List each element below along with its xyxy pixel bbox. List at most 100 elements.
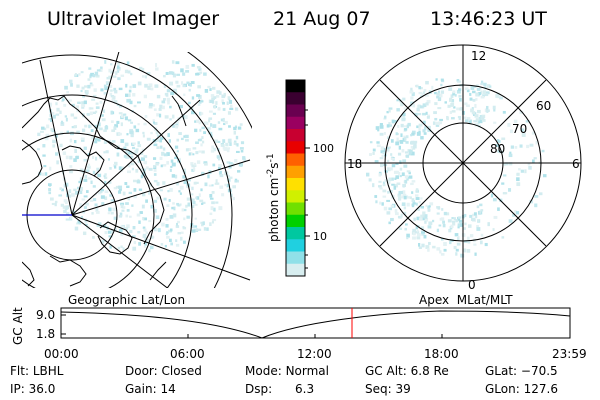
altitude-plot-ticks [61,314,443,338]
aurora-speckle-dot [383,131,386,135]
aurora-speckle-dot [118,112,123,115]
aurora-speckle-dot [179,192,182,195]
aurora-speckle-dot [96,69,101,72]
aurora-speckle-dot [401,149,405,153]
aurora-speckle-dot [59,110,62,114]
aurora-speckle-dot [106,86,110,89]
aurora-speckle-dot [91,155,95,159]
aurora-speckle-dot [227,111,231,115]
aurora-speckle-dot [529,143,534,147]
aurora-speckle-dot [118,104,123,108]
aurora-speckle-dot [387,190,390,194]
aurora-speckle-dot [143,122,147,126]
aurora-speckle-dot [404,136,407,141]
aurora-speckle-dot [166,204,170,207]
aurora-speckle-dot [497,207,500,211]
aurora-speckle-dot [473,85,477,88]
aurora-speckle-dot [443,242,447,246]
info-dsp: Dsp: 6.3 [245,382,314,396]
aurora-speckle-dot [163,197,167,201]
aurora-speckle-dot [156,146,160,149]
aurora-speckle-dot [125,83,128,88]
aurora-speckle-dot [176,73,180,76]
aurora-speckle-dot [200,100,204,103]
aurora-speckle-dot [413,140,418,144]
aurora-speckle-dot [227,178,231,182]
aurora-speckle-dot [90,180,93,185]
aurora-speckle-dot [156,181,160,186]
aurora-speckle-dot [149,102,153,107]
aurora-speckle-dot [469,97,473,101]
aurora-speckle-dot [377,185,382,188]
aurora-speckle-dot [175,61,180,65]
aurora-speckle-dot [486,91,490,95]
aurora-speckle-dot [379,122,383,127]
aurora-speckle-dot [404,175,409,179]
aurora-speckle-dot [36,148,40,151]
aurora-speckle-dot [168,71,173,75]
aurora-speckle-dot [116,152,120,157]
aurora-speckle-dot [379,201,382,205]
aurora-speckle-dot [63,209,67,213]
aurora-speckle-dot [207,174,210,179]
aurora-speckle-dot [160,164,163,168]
aurora-speckle-dot [182,175,186,179]
aurora-speckle-dot [140,151,144,155]
aurora-speckle-dot [48,191,52,195]
aurora-speckle-dot [191,186,194,191]
aurora-speckle-dot [169,228,173,232]
aurora-speckle-dot [209,222,212,226]
aurora-speckle-dot [146,72,151,76]
aurora-speckle-dot [228,162,233,165]
aurora-speckle-dot [104,180,107,184]
aurora-speckle-dot [485,109,490,112]
aurora-speckle-dot [527,162,531,166]
aurora-speckle-dot [416,107,420,112]
aurora-speckle-dot [422,103,427,108]
aurora-speckle-dot [368,178,372,182]
aurora-speckle-dot [464,119,469,123]
aurora-speckle-dot [185,64,190,69]
aurora-speckle-dot [84,174,88,179]
aurora-speckle-dot [508,188,512,192]
aurora-speckle-dot [46,124,50,129]
aurora-speckle-dot [71,193,75,197]
aurora-speckle-dot [487,222,490,227]
aurora-speckle-dot [198,94,202,99]
aurora-speckle-dot [386,124,390,128]
aurora-speckle-dot [381,154,384,158]
aurora-speckle-dot [172,213,177,218]
aurora-speckle-dot [404,151,409,154]
aurora-speckle-dot [383,117,387,120]
aurora-speckle-dot [499,96,503,100]
aurora-speckle-dot [69,169,73,174]
aurora-speckle-dot [104,140,108,143]
aurora-speckle-dot [516,172,520,176]
aurora-speckle-dot [404,179,408,184]
aurora-speckle-dot [94,140,98,144]
aurora-speckle-dot [422,129,426,133]
aurora-speckle-dot [55,102,58,106]
aurora-speckle-dot [388,122,391,126]
aurora-speckle-dot [237,170,241,173]
aurora-speckle-dot [175,124,179,129]
aurora-speckle-dot [55,152,59,156]
aurora-speckle-dot [467,239,471,244]
aurora-speckle-dot [126,185,130,188]
aurora-speckle-dot [65,218,70,221]
aurora-speckle-dot [220,118,224,122]
aurora-speckle-dot [169,188,173,192]
aurora-speckle-dot [135,169,139,173]
aurora-speckle-dot [441,208,444,211]
aurora-speckle-dot [101,118,106,122]
aurora-speckle-dot [431,85,434,90]
colorbar-label-mid: s [267,162,281,168]
aurora-speckle-dot [43,165,47,168]
aurora-speckle-dot [199,199,204,203]
aurora-speckle-dot [422,214,425,218]
aurora-speckle-dot [155,228,159,231]
aurora-speckle-dot [159,189,163,192]
info-mode-key: Mode: [245,364,282,378]
aurora-speckle-dot [91,212,94,215]
aurora-speckle-dot [52,144,56,148]
